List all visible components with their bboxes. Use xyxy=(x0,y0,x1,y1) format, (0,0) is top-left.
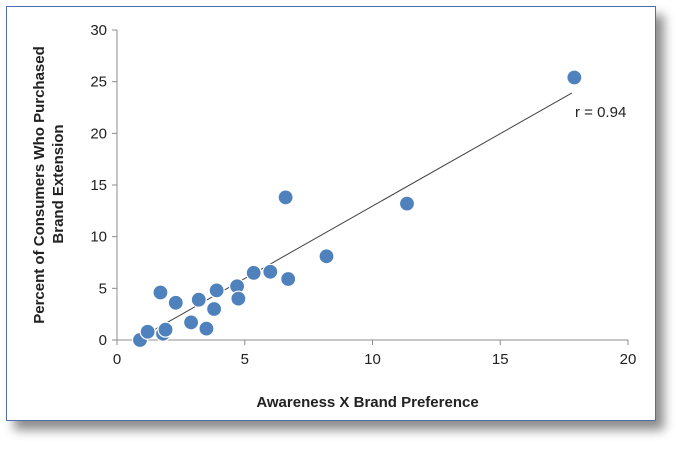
x-axis-title: Awareness X Brand Preference xyxy=(256,394,478,411)
trendline xyxy=(139,92,573,339)
y-axis-title-line-1: Percent of Consumers Who Purchased xyxy=(31,46,48,324)
x-tick-label: 5 xyxy=(241,351,249,368)
data-point xyxy=(262,263,279,280)
data-point xyxy=(566,69,583,86)
x-tick-label: 15 xyxy=(492,351,509,368)
data-point xyxy=(139,323,156,340)
y-tick-label: 5 xyxy=(99,280,107,297)
x-tick-label: 20 xyxy=(620,351,637,368)
y-tick-label: 15 xyxy=(90,177,107,194)
data-point xyxy=(190,291,207,308)
scatter-chart: 0 5 10 15 20 25 30 0 5 10 15 20 r = 0.94 Awareness … xyxy=(31,22,636,411)
data-point xyxy=(398,195,416,212)
data-point xyxy=(205,300,223,318)
y-tick-label: 0 xyxy=(99,332,107,349)
correlation-annotation: r = 0.94 xyxy=(575,104,626,121)
y-tick-label: 30 xyxy=(90,22,107,39)
y-axis-title: Percent of Consumers Who Purchased Brand… xyxy=(31,46,67,324)
chart-frame: 0 5 10 15 20 25 30 0 5 10 15 20 r = 0.94 Awareness … xyxy=(6,6,656,421)
data-point xyxy=(208,282,225,299)
data-points xyxy=(131,69,583,349)
y-axis-title-line-2: Brand Extension xyxy=(50,124,67,243)
data-point xyxy=(157,321,174,338)
y-tick-label: 10 xyxy=(90,229,107,246)
data-point xyxy=(167,294,184,311)
data-point xyxy=(245,264,262,281)
y-tick-label: 25 xyxy=(90,74,107,91)
data-point xyxy=(280,270,297,288)
tick-labels: 0 5 10 15 20 25 30 0 5 10 15 20 xyxy=(90,22,636,368)
data-point xyxy=(198,320,215,337)
x-tick-label: 0 xyxy=(113,351,121,368)
data-point xyxy=(152,284,169,301)
y-tick-label: 20 xyxy=(90,125,107,142)
data-point xyxy=(277,189,294,206)
x-tick-label: 10 xyxy=(364,351,381,368)
axes xyxy=(112,29,629,345)
data-point xyxy=(182,314,200,331)
data-point xyxy=(318,248,335,265)
trendline-group xyxy=(139,92,573,339)
data-point xyxy=(230,290,247,307)
